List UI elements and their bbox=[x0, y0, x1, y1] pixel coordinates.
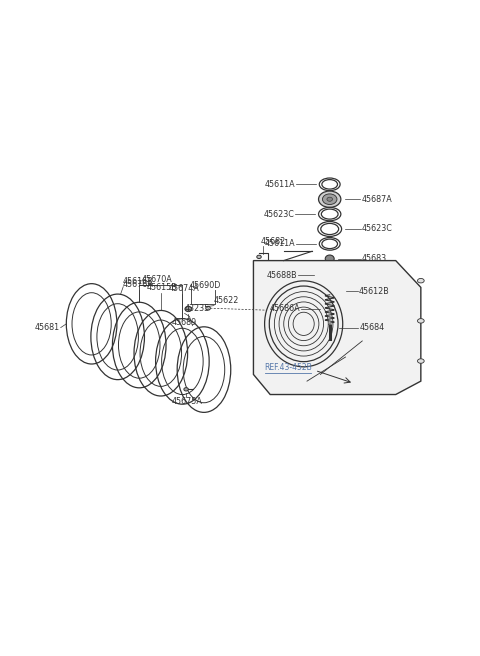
Text: 45615B: 45615B bbox=[146, 283, 177, 292]
Text: 45684: 45684 bbox=[360, 323, 384, 332]
Text: 45674A: 45674A bbox=[169, 283, 200, 293]
Text: 45683: 45683 bbox=[362, 255, 387, 263]
Ellipse shape bbox=[322, 269, 337, 282]
Polygon shape bbox=[253, 260, 421, 394]
Text: 45670A: 45670A bbox=[142, 275, 172, 283]
Text: 45611A: 45611A bbox=[264, 180, 295, 189]
Text: 43235: 43235 bbox=[185, 304, 210, 313]
Ellipse shape bbox=[317, 266, 342, 285]
Ellipse shape bbox=[418, 359, 424, 363]
Text: 45682: 45682 bbox=[261, 237, 286, 246]
Text: 45688B: 45688B bbox=[266, 271, 297, 280]
Text: 45622: 45622 bbox=[214, 297, 239, 305]
Ellipse shape bbox=[418, 278, 424, 283]
Text: 45616B: 45616B bbox=[123, 277, 154, 286]
Text: 45689: 45689 bbox=[172, 318, 197, 327]
Ellipse shape bbox=[257, 255, 261, 258]
Text: 45681: 45681 bbox=[35, 323, 60, 332]
Ellipse shape bbox=[323, 194, 337, 205]
Ellipse shape bbox=[418, 319, 424, 323]
Ellipse shape bbox=[327, 197, 333, 201]
Ellipse shape bbox=[326, 273, 333, 278]
Text: 45611A: 45611A bbox=[264, 239, 295, 249]
Ellipse shape bbox=[327, 322, 332, 325]
Text: 45686A: 45686A bbox=[269, 304, 300, 314]
Text: 45612B: 45612B bbox=[359, 287, 390, 296]
Ellipse shape bbox=[184, 388, 188, 391]
Text: REF.43-452B: REF.43-452B bbox=[264, 363, 312, 372]
Text: 45623C: 45623C bbox=[264, 210, 294, 218]
Text: 45623C: 45623C bbox=[362, 224, 393, 234]
Ellipse shape bbox=[319, 191, 341, 207]
Text: 45676A: 45676A bbox=[123, 280, 154, 289]
Ellipse shape bbox=[185, 306, 192, 312]
Ellipse shape bbox=[325, 255, 334, 262]
Text: 45690D: 45690D bbox=[190, 281, 221, 289]
Text: 45675A: 45675A bbox=[171, 398, 202, 407]
Text: 45687A: 45687A bbox=[361, 195, 392, 204]
